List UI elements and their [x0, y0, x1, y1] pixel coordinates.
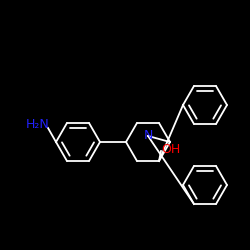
Text: OH: OH	[161, 142, 180, 156]
Text: H₂N: H₂N	[26, 118, 50, 130]
Text: N: N	[143, 130, 153, 142]
